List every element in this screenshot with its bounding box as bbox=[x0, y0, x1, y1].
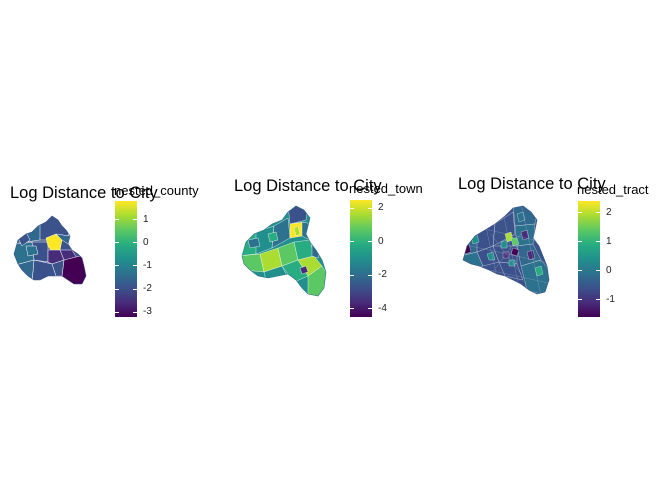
colorbar-tick-mark bbox=[133, 265, 137, 267]
colorbar-tick-mark bbox=[578, 241, 582, 243]
colorbar-tick-label: -3 bbox=[143, 306, 152, 318]
legend-title: nested_county bbox=[114, 183, 199, 198]
colorbar bbox=[115, 201, 137, 317]
map-title: Log Distance to City bbox=[234, 177, 382, 195]
legend-title: nested_town bbox=[349, 181, 423, 196]
colorbar-tick-label: -4 bbox=[378, 302, 387, 314]
tract-map-svg bbox=[462, 205, 550, 295]
colorbar-tick-mark bbox=[596, 270, 600, 272]
legend-title: nested_tract bbox=[577, 182, 649, 197]
colorbar-tick-label: 1 bbox=[143, 213, 149, 225]
colorbar-tick-label: -1 bbox=[606, 293, 615, 305]
colorbar-tick-mark bbox=[350, 308, 354, 310]
colorbar-tick-mark bbox=[115, 265, 119, 267]
colorbar-tick-label: 0 bbox=[143, 236, 149, 248]
colorbar-tick-mark bbox=[133, 242, 137, 244]
choropleth-map-town bbox=[238, 204, 330, 298]
county-map-svg bbox=[13, 215, 87, 285]
map-title: Log Distance to City bbox=[10, 184, 158, 202]
colorbar-tick-mark bbox=[596, 212, 600, 214]
colorbar-tick-mark bbox=[596, 299, 600, 301]
colorbar-tick-label: 0 bbox=[378, 235, 384, 247]
colorbar-tick-label: -2 bbox=[143, 283, 152, 295]
colorbar-tick-label: 2 bbox=[606, 206, 612, 218]
map-title: Log Distance to City bbox=[458, 175, 606, 193]
colorbar-tick-mark bbox=[578, 270, 582, 272]
colorbar-tick-label: -1 bbox=[143, 259, 152, 271]
choropleth-map-county bbox=[12, 210, 92, 288]
colorbar bbox=[350, 200, 372, 317]
colorbar-tick-mark bbox=[368, 308, 372, 310]
colorbar-tick-mark bbox=[115, 219, 119, 221]
colorbar-tick-mark bbox=[350, 241, 354, 243]
colorbar-tick-label: 0 bbox=[606, 264, 612, 276]
colorbar bbox=[578, 201, 600, 317]
choropleth-map-tract bbox=[461, 204, 553, 296]
town-map-svg bbox=[241, 205, 327, 297]
colorbar-tick-mark bbox=[115, 311, 119, 313]
colorbar-tick-label: 2 bbox=[378, 202, 384, 214]
colorbar-tick-mark bbox=[133, 219, 137, 221]
colorbar-tick-mark bbox=[133, 311, 137, 313]
colorbar-tick-label: -2 bbox=[378, 269, 387, 281]
colorbar-tick-mark bbox=[368, 207, 372, 209]
colorbar-tick-mark bbox=[578, 299, 582, 301]
colorbar-tick-label: 1 bbox=[606, 235, 612, 247]
colorbar-tick-mark bbox=[133, 288, 137, 290]
colorbar-tick-mark bbox=[578, 212, 582, 214]
colorbar-tick-mark bbox=[350, 207, 354, 209]
colorbar-tick-mark bbox=[368, 241, 372, 243]
colorbar-tick-mark bbox=[115, 242, 119, 244]
colorbar-tick-mark bbox=[115, 288, 119, 290]
colorbar-tick-mark bbox=[368, 274, 372, 276]
colorbar-tick-mark bbox=[350, 274, 354, 276]
colorbar-tick-mark bbox=[596, 241, 600, 243]
